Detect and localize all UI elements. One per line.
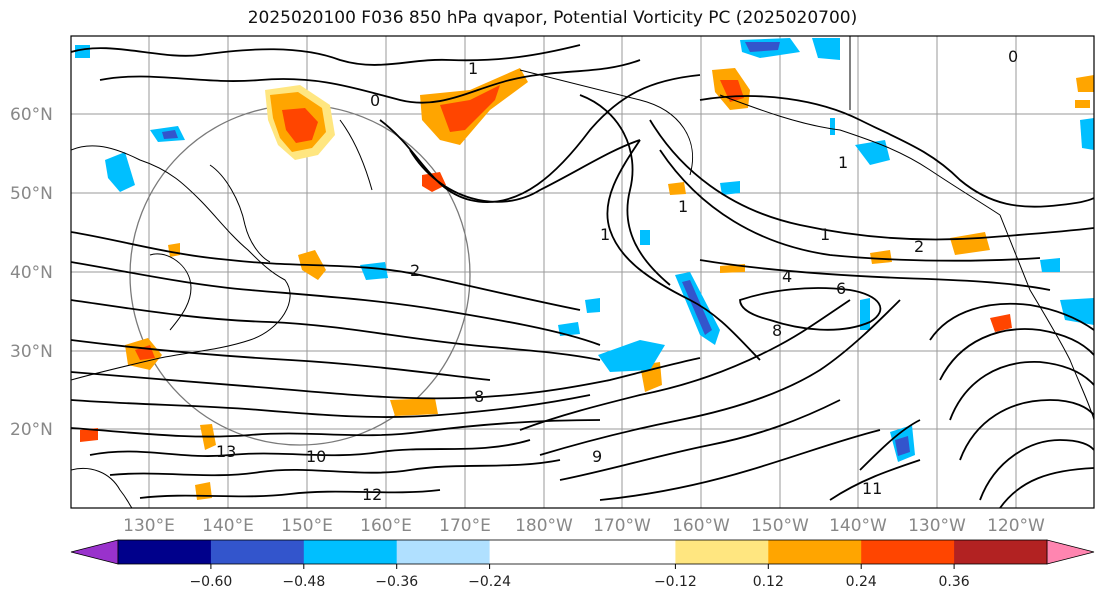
contour-label: 4 [782,267,792,286]
colorbar-segment [303,540,398,564]
latitude-labels: 60°N 50°N 40°N 30°N 20°N [10,105,53,440]
colorbar-tick-label: −0.24 [468,574,511,590]
longitude-labels: 130°E 140°E 150°E 160°E 170°E 180°W 170°… [123,516,1045,536]
colorbar: −0.60 −0.48 −0.36 −0.24 −0.12 0.12 0.24 0.36 [70,539,1095,590]
pv-contours [71,44,1094,508]
colorbar-right-extension [1046,539,1095,565]
lon-label: 170°W [593,516,651,536]
lat-label: 20°N [10,420,53,440]
colorbar-segment [675,540,769,564]
contour-label: 1 [820,225,830,244]
colorbar-segment [489,540,583,564]
colorbar-segment [768,540,862,564]
colorbar-tick-label: 0.24 [846,574,877,590]
lon-label: 170°E [439,516,491,536]
contour-label: 1 [838,153,848,172]
map-frame [70,35,1095,509]
contour-label: 9 [592,447,602,466]
contour-label: 1 [678,197,688,216]
lon-label: 130°W [908,516,966,536]
lat-label: 50°N [10,184,53,204]
contour-label: 10 [306,447,326,466]
lon-label: 180°W [515,516,573,536]
colorbar-tick-label: −0.48 [282,574,325,590]
contour-label: 0 [1008,47,1018,66]
lon-label: 160°W [672,516,730,536]
colorbar-segment [118,540,212,564]
map-layer: 1 1 1 1 1 2 2 4 6 8 8 13 10 12 9 11 0 0 [71,36,1094,508]
contour-label: 0 [370,91,380,110]
lon-label: 120°W [987,516,1045,536]
contour-label: 12 [362,485,382,504]
colorbar-segment [861,540,955,564]
contour-label: 2 [914,237,924,256]
contour-label: 8 [474,387,484,406]
lat-label: 30°N [10,342,53,362]
coastlines [71,36,1094,508]
colorbar-tick-label: −0.36 [375,574,418,590]
colorbar-left-extension [70,539,119,565]
colorbar-tick-label: −0.60 [189,574,232,590]
contour-label: 1 [468,59,478,78]
contour-label: 1 [600,225,610,244]
contour-labels: 1 1 1 1 1 2 2 4 6 8 8 13 10 12 9 11 0 0 [216,47,1018,504]
qvapor-shading [75,38,1094,500]
lon-label: 150°W [751,516,809,536]
contour-label: 6 [836,279,846,298]
colorbar-tick-label: 0.12 [753,574,784,590]
lon-label: 130°E [123,516,175,536]
colorbar-segment [210,540,305,564]
lon-label: 150°E [281,516,333,536]
colorbar-segment [582,540,676,564]
lat-label: 60°N [10,105,53,125]
map-title: 2025020100 F036 850 hPa qvapor, Potentia… [247,8,858,28]
contour-label: 13 [216,442,236,461]
contour-label: 8 [772,321,782,340]
contour-label: 11 [862,479,882,498]
colorbar-tick-label: 0.36 [939,574,970,590]
colorbar-tick-label: −0.12 [654,574,697,590]
colorbar-frame [117,539,1048,565]
lon-label: 160°E [360,516,412,536]
colorbar-segment [954,540,1048,564]
colorbar-segment [396,540,491,564]
lat-label: 40°N [10,263,53,283]
lon-label: 140°W [829,516,887,536]
lon-label: 140°E [202,516,254,536]
contour-label: 2 [410,261,420,280]
